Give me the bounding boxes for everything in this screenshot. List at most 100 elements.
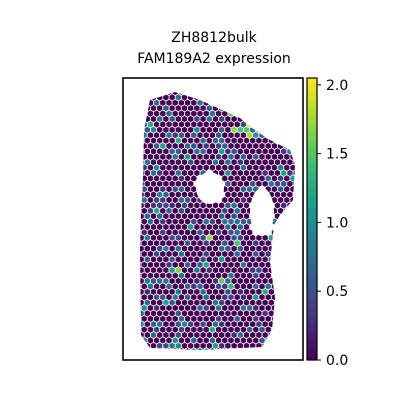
expression-spot	[172, 315, 178, 322]
expression-spot	[222, 207, 228, 214]
expression-spot	[209, 132, 216, 139]
colorbar-ticks: 0.0 0.5 1.0 1.5 2.0	[317, 78, 348, 369]
expression-spot	[215, 240, 222, 247]
expression-spot	[191, 304, 197, 312]
expression-spot	[163, 115, 169, 123]
expression-spot	[268, 115, 274, 123]
expression-spot	[178, 164, 185, 171]
expression-spot	[209, 142, 216, 150]
expression-spot	[253, 272, 259, 279]
expression-spot	[277, 240, 284, 247]
expression-spot	[243, 105, 250, 112]
expression-spot	[147, 283, 154, 290]
expression-spot	[259, 304, 265, 312]
expression-spot	[253, 132, 259, 139]
expression-spot	[284, 153, 290, 160]
expression-spot	[287, 213, 293, 220]
expression-spot	[237, 331, 243, 339]
expression-spot	[184, 326, 191, 333]
expression-spot	[178, 261, 185, 268]
expression-spot	[274, 245, 281, 252]
expression-spot	[253, 348, 259, 350]
expression-spot	[163, 299, 169, 306]
expression-spot	[281, 191, 287, 198]
expression-spot	[191, 142, 197, 150]
expression-spot	[172, 207, 178, 214]
expression-spot	[293, 299, 295, 306]
expression-spot	[141, 121, 147, 128]
expression-spot	[163, 137, 169, 144]
expression-spot	[219, 223, 225, 231]
expression-spot	[293, 223, 295, 231]
expression-spot	[256, 310, 262, 317]
expression-spot	[140, 126, 144, 133]
expression-spot	[219, 202, 225, 209]
expression-spot	[160, 250, 166, 258]
expression-spot	[206, 137, 212, 144]
expression-spot	[206, 94, 212, 101]
expression-spot	[166, 207, 172, 214]
expression-spot	[284, 304, 290, 312]
expression-spot	[166, 229, 172, 236]
expression-spot	[194, 202, 200, 209]
expression-spot	[206, 223, 212, 231]
expression-spot	[191, 283, 197, 290]
expression-spot	[169, 245, 175, 252]
expression-spot	[163, 288, 169, 295]
expression-spot	[191, 153, 197, 160]
expression-spot	[243, 256, 250, 263]
expression-spot	[243, 321, 250, 328]
expression-spot	[184, 207, 191, 214]
expression-spot	[178, 218, 185, 225]
expression-spot	[166, 294, 172, 301]
expression-spot	[169, 310, 175, 317]
expression-spot	[237, 245, 243, 252]
expression-spot	[212, 331, 219, 339]
expression-spot	[284, 294, 290, 301]
expression-spot	[160, 261, 166, 268]
expression-spot	[188, 234, 194, 241]
expression-spot	[160, 294, 166, 301]
expression-spot	[163, 159, 169, 166]
expression-spot	[243, 310, 250, 317]
expression-spot	[246, 110, 253, 117]
expression-spot	[153, 186, 160, 193]
expression-spot	[144, 256, 150, 263]
expression-spot	[153, 283, 160, 290]
expression-spot	[140, 326, 141, 333]
expression-spot	[141, 110, 147, 117]
expression-spot	[265, 294, 271, 301]
expression-spot	[144, 342, 150, 349]
expression-spot	[290, 186, 295, 193]
expression-spot	[203, 294, 209, 301]
expression-spot	[268, 169, 274, 177]
expression-spot	[188, 94, 194, 101]
expression-spot	[293, 256, 295, 263]
expression-spot	[200, 94, 206, 101]
expression-spot	[163, 213, 169, 220]
expression-spot	[172, 261, 178, 268]
expression-spot	[141, 175, 147, 182]
expression-spot	[150, 256, 157, 263]
expression-spot	[219, 115, 225, 123]
expression-spot	[287, 148, 293, 155]
expression-spot	[172, 132, 178, 139]
expression-spot	[169, 191, 175, 198]
expression-spot	[271, 294, 278, 301]
expression-spot	[175, 342, 181, 349]
expression-spot	[277, 153, 284, 160]
expression-spot	[268, 105, 274, 112]
expression-spot	[212, 94, 219, 101]
expression-spot	[231, 331, 237, 339]
expression-spot	[284, 196, 290, 204]
expression-spot	[290, 294, 295, 301]
expression-spot	[271, 348, 278, 350]
expression-spot	[222, 272, 228, 279]
expression-spot	[169, 180, 175, 187]
expression-spot	[243, 126, 250, 133]
expression-spot	[191, 261, 197, 268]
expression-spot	[166, 218, 172, 225]
expression-spot	[290, 272, 295, 279]
expression-spot	[144, 245, 150, 252]
expression-spot	[191, 186, 197, 193]
